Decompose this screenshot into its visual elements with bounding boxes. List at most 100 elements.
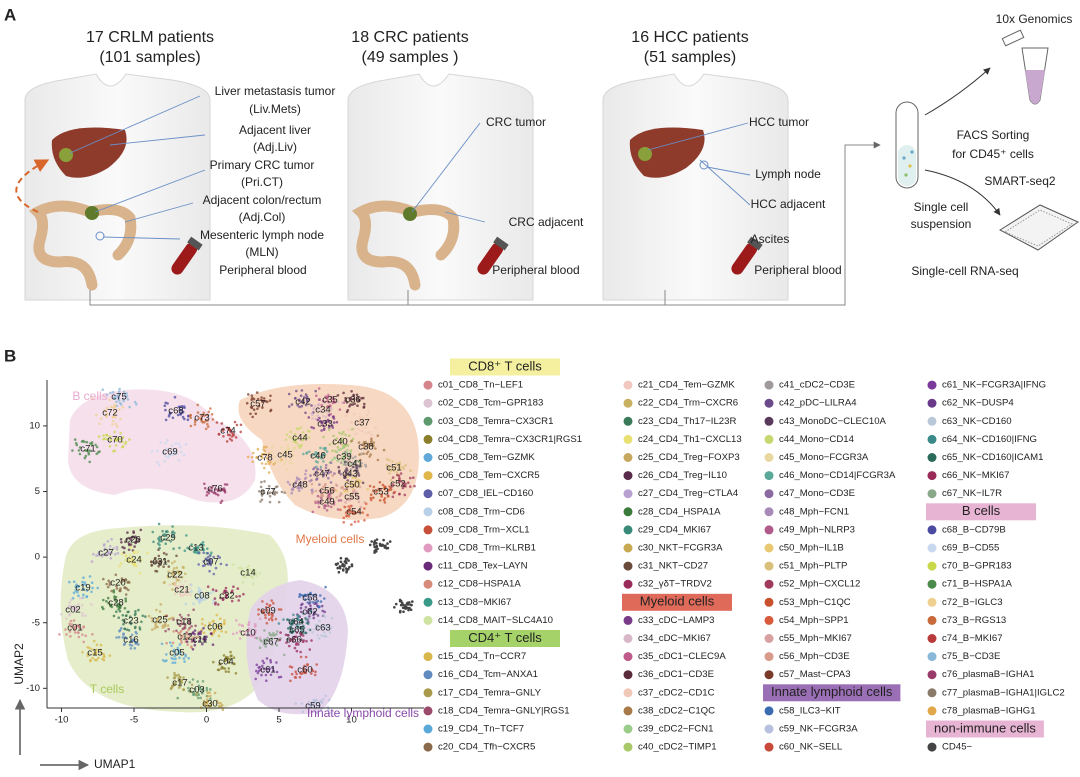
cell-point [177, 679, 181, 683]
cluster-label: c56 [319, 486, 334, 497]
cell-point [360, 462, 364, 465]
cluster-label: c66 [286, 635, 301, 646]
cell-point [338, 565, 342, 568]
cell-point [206, 695, 210, 698]
legend-swatch [927, 525, 937, 535]
cell-point [203, 487, 207, 490]
cell-point [364, 502, 368, 506]
cell-point [115, 548, 119, 551]
cell-point [370, 540, 374, 543]
cell-point [316, 414, 320, 418]
cell-point [378, 542, 382, 546]
legend-swatch [623, 398, 633, 408]
cell-point [178, 408, 182, 412]
legend-item: c58_ILC3−KIT [779, 705, 841, 716]
cell-point [269, 408, 273, 412]
cell-point [118, 387, 121, 391]
legend-swatch [623, 434, 633, 444]
site-label: Adjacent liver [239, 123, 311, 137]
cell-point [229, 650, 232, 654]
legend-swatch [927, 489, 937, 499]
cell-point [262, 445, 266, 449]
cell-point [212, 619, 215, 623]
cell-point [238, 594, 241, 598]
region-ilc [246, 580, 348, 715]
cell-point [286, 443, 290, 447]
cell-point [90, 603, 93, 606]
cell-point [356, 495, 360, 498]
cell-point [202, 699, 206, 703]
cell-point [325, 470, 328, 474]
cluster-label: c53 [373, 487, 388, 498]
cell-point [295, 389, 298, 393]
cell-point [227, 667, 230, 670]
cell-point [342, 391, 345, 395]
cell-point [150, 564, 153, 567]
cell-point [328, 443, 332, 446]
cell-point [91, 633, 94, 636]
cell-point [316, 701, 320, 705]
cell-point [347, 509, 350, 513]
cluster-label: c09 [260, 606, 275, 617]
cell-point [232, 585, 235, 588]
cell-point [188, 681, 192, 684]
cluster-label: c46 [310, 451, 325, 462]
cell-point [357, 500, 361, 504]
cell-point [277, 608, 281, 611]
cell-point [287, 627, 290, 630]
legend-swatch [927, 561, 937, 571]
cell-point [171, 588, 174, 591]
cell-point [202, 631, 206, 635]
cluster-label: c25 [152, 615, 167, 626]
cluster-label: c51 [386, 463, 401, 474]
cell-point [328, 631, 332, 634]
cell-point [189, 424, 193, 428]
legend-swatch [764, 597, 774, 607]
cell-point [386, 546, 390, 550]
cell-point [221, 708, 225, 711]
cluster-label: c76 [207, 484, 222, 495]
cell-point [86, 449, 90, 452]
cell-point [313, 404, 317, 408]
cluster-label: c10 [240, 628, 255, 639]
cell-point [206, 691, 209, 695]
cell-point [399, 467, 402, 470]
cell-point [270, 616, 273, 620]
cell-point [356, 471, 360, 475]
cell-point [116, 602, 120, 606]
cell-point [290, 403, 294, 406]
cell-point [193, 643, 197, 647]
cell-point [322, 414, 325, 418]
cell-point [368, 543, 372, 547]
cluster-label: c29 [160, 533, 175, 544]
site-label: Peripheral blood [492, 263, 579, 277]
cell-point [124, 578, 128, 582]
cell-point [102, 658, 106, 662]
cell-point [268, 633, 272, 637]
legend-swatch [764, 615, 774, 625]
cell-point [224, 586, 228, 590]
cell-point [268, 500, 272, 504]
cell-point [188, 587, 192, 590]
cell-point [296, 477, 299, 481]
cluster-label: c20 [110, 578, 125, 589]
cell-point [156, 620, 159, 623]
cell-point [64, 628, 67, 631]
cell-point [129, 545, 133, 549]
cell-point [84, 449, 87, 452]
cell-point [112, 419, 115, 423]
cell-point [124, 599, 128, 603]
cell-point [316, 614, 320, 617]
cell-point [175, 576, 179, 579]
cell-point [209, 591, 212, 595]
cell-point [357, 420, 360, 424]
cell-point [283, 458, 287, 462]
cell-point [187, 628, 190, 632]
cell-point [153, 627, 157, 630]
cell-point [102, 577, 105, 581]
cell-point [134, 541, 137, 545]
cell-point [267, 484, 271, 488]
cell-point [120, 626, 123, 630]
cell-point [170, 644, 173, 648]
cell-point [176, 589, 179, 593]
